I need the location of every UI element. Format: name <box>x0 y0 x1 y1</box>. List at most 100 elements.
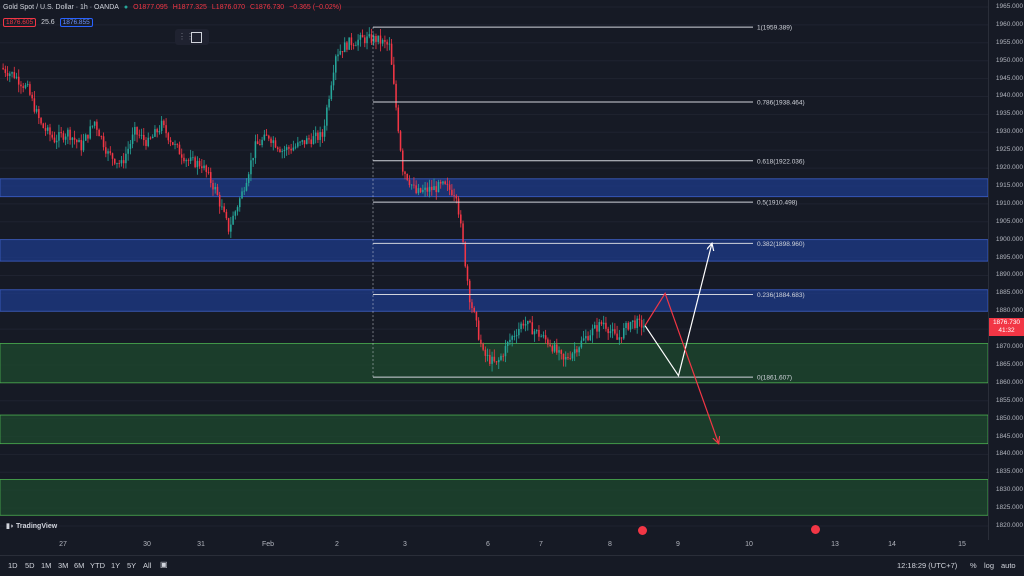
candle <box>107 151 109 154</box>
candle <box>60 132 62 134</box>
price-chart[interactable]: 1(1959.389) 0.786(1938.464) 0.618(1922.036… <box>0 0 988 540</box>
price-tick: 1900.000 <box>995 235 1023 243</box>
candle <box>314 132 317 137</box>
candle <box>587 336 589 341</box>
candle <box>384 39 386 42</box>
candle <box>625 322 627 329</box>
time-axis[interactable]: 27 30 31 Feb 2 3 6 7 8 9 10 13 14 15 <box>0 540 988 552</box>
clock[interactable]: 12:18:29 (UTC+7) <box>897 561 958 570</box>
candle <box>87 134 89 139</box>
candle <box>15 76 18 78</box>
candle <box>560 350 563 354</box>
candle <box>435 186 438 193</box>
timeframe-all[interactable]: All <box>143 561 152 570</box>
candle <box>540 336 542 338</box>
price-tick: 1860.000 <box>995 378 1023 386</box>
price-tick: 1955.000 <box>995 38 1023 46</box>
timeframe-3m[interactable]: 3M <box>58 561 69 570</box>
candle <box>502 355 505 357</box>
candle <box>480 339 482 344</box>
candle <box>542 335 545 337</box>
candle <box>243 190 246 192</box>
supply-zone <box>0 239 988 262</box>
candle <box>332 72 335 86</box>
price-tick: 1910.000 <box>995 199 1023 207</box>
candle <box>198 160 201 167</box>
candle <box>339 51 342 55</box>
candle <box>473 308 475 312</box>
symbol-title[interactable]: Gold Spot / U.S. Dollar · 1h · OANDA <box>3 4 119 11</box>
candle <box>270 138 272 144</box>
candle <box>433 186 435 191</box>
rectangle-icon[interactable] <box>191 32 202 43</box>
timeframe-5d[interactable]: 5D <box>25 561 35 570</box>
candle <box>393 64 395 84</box>
drag-handle-icon[interactable]: ⋮⋮ <box>178 32 194 41</box>
candle <box>218 194 221 207</box>
candle <box>375 36 377 42</box>
candle <box>506 341 509 346</box>
dividend-event-icon[interactable] <box>811 525 820 534</box>
candle <box>585 336 587 339</box>
candle <box>134 127 136 135</box>
ohlc-high: H1877.325 <box>172 4 207 11</box>
timeframe-6m[interactable]: 6M <box>74 561 85 570</box>
candle <box>131 134 134 144</box>
price-tick: 1865.000 <box>995 360 1023 368</box>
price-tick: 1885.000 <box>995 289 1023 297</box>
candle <box>80 139 83 151</box>
candle <box>192 157 194 159</box>
ohlc-change: −0.365 (−0.02%) <box>289 4 342 11</box>
candle <box>214 186 216 190</box>
candle <box>477 320 480 340</box>
auto-toggle[interactable]: auto <box>1001 561 1016 570</box>
candle <box>616 333 618 340</box>
candle <box>408 179 411 185</box>
candle <box>40 118 42 124</box>
timeframe-1y[interactable]: 1Y <box>111 561 121 570</box>
candle <box>263 134 266 140</box>
candle <box>489 354 491 364</box>
economic-event-icon[interactable] <box>638 526 647 535</box>
spread-value: 25.6 <box>41 19 55 26</box>
candle <box>232 215 234 225</box>
ohlc-low: L1876.070 <box>211 4 245 11</box>
candle <box>201 166 203 169</box>
candle <box>406 173 409 180</box>
price-tick: 1845.000 <box>995 432 1023 440</box>
candle <box>475 311 478 321</box>
fib-level-label: 0.236(1884.683) <box>757 292 805 299</box>
candle <box>582 338 585 341</box>
timeframe-5y[interactable]: 5Y <box>127 561 137 570</box>
candle <box>457 198 460 215</box>
candle <box>605 322 607 329</box>
price-tick: 1855.000 <box>995 396 1023 404</box>
timeframe-ytd[interactable]: YTD <box>90 561 105 570</box>
timeframe-1m[interactable]: 1M <box>41 561 52 570</box>
candle <box>576 349 578 353</box>
percent-toggle[interactable]: % <box>970 561 977 570</box>
candle <box>236 207 239 212</box>
candle <box>38 109 40 119</box>
candle <box>209 172 212 183</box>
candle <box>125 153 127 164</box>
price-tick: 1920.000 <box>995 164 1023 172</box>
candle <box>42 123 45 129</box>
candle <box>395 83 397 108</box>
candle <box>64 136 67 140</box>
date-range-icon[interactable]: ▣ <box>160 560 168 569</box>
candle <box>513 336 516 337</box>
candle <box>292 147 295 151</box>
sell-price-button[interactable]: 1876.605 <box>3 18 37 27</box>
price-axis[interactable]: 1965.000 1960.000 1955.000 1950.000 1945.000… <box>988 0 1024 540</box>
log-toggle[interactable]: log <box>984 561 995 570</box>
candle <box>98 129 100 137</box>
price-tick: 1840.000 <box>995 450 1023 458</box>
candle <box>448 184 451 190</box>
candle <box>589 335 592 341</box>
buy-price-button[interactable]: 1876.855 <box>59 18 93 27</box>
candle <box>247 174 250 183</box>
candle <box>538 329 540 337</box>
timeframe-1d[interactable]: 1D <box>8 561 18 570</box>
candle <box>223 206 225 212</box>
